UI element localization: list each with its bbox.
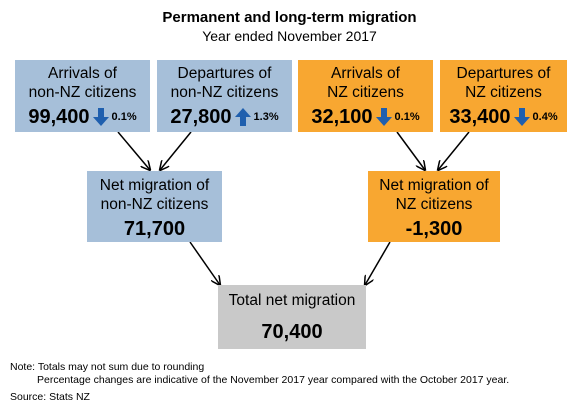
box-value: 71,700 [123, 218, 186, 240]
departures-non-nz-box: Departures of non-NZ citizens 27,800 1.3… [157, 60, 292, 132]
arrow-net-non-nz-to-total [189, 241, 220, 285]
down-arrow-icon [375, 108, 392, 126]
box-label-line2: non-NZ citizens [28, 84, 137, 101]
source-note: Source: Stats NZ [10, 391, 90, 403]
box-value: 32,100 [311, 106, 373, 128]
box-label-line1: Departures of [456, 65, 551, 82]
arrow-departures-nz-to-net [438, 131, 470, 170]
box-label-line1: Net migration of [99, 177, 210, 194]
box-value: 27,800 [170, 106, 232, 128]
footnote-rounding: Note: Totals may not sum due to rounding [10, 361, 205, 373]
arrow-net-nz-to-total [365, 241, 391, 285]
chart-subtitle: Year ended November 2017 [202, 28, 377, 44]
down-arrow-icon [92, 108, 109, 126]
box-label-line1: Arrivals of [48, 65, 117, 82]
up-arrow-icon [234, 108, 251, 126]
departures-nz-box: Departures of NZ citizens 33,400 0.4% [440, 60, 567, 132]
box-pct-change: 1.3% [253, 111, 279, 123]
arrow-departures-non-nz-to-net [160, 131, 192, 170]
box-label-line2: NZ citizens [395, 196, 473, 213]
box-pct-change: 0.4% [532, 111, 558, 123]
arrow-arrivals-non-nz-to-net [117, 131, 150, 170]
total-net-migration-box: Total net migration 70,400 [218, 285, 366, 349]
box-pct-change: 0.1% [111, 111, 137, 123]
box-label-line2: non-NZ citizens [100, 196, 209, 213]
box-value: -1,300 [405, 218, 463, 240]
chart-title: Permanent and long-term migration [162, 9, 417, 26]
box-label-line2: non-NZ citizens [170, 84, 279, 101]
net-migration-non-nz-box: Net migration of non-NZ citizens 71,700 [87, 171, 222, 242]
down-arrow-icon [513, 108, 530, 126]
box-label-line1: Departures of [177, 65, 272, 82]
box-label-line2: NZ citizens [327, 84, 404, 101]
box-label-line2: NZ citizens [465, 84, 542, 101]
arrivals-non-nz-box: Arrivals of non-NZ citizens 99,400 0.1% [15, 60, 150, 132]
box-value: 99,400 [28, 106, 90, 128]
arrow-arrivals-nz-to-net [396, 131, 425, 170]
box-label-line1: Total net migration [228, 292, 356, 309]
arrivals-nz-box: Arrivals of NZ citizens 32,100 0.1% [298, 60, 433, 132]
box-label-line1: Net migration of [379, 177, 489, 194]
net-migration-nz-box: Net migration of NZ citizens -1,300 [368, 171, 500, 242]
footnote-percentage: Percentage changes are indicative of the… [37, 374, 510, 386]
box-label-line1: Arrivals of [331, 65, 400, 82]
box-value: 33,400 [449, 106, 511, 128]
box-pct-change: 0.1% [394, 111, 420, 123]
box-value: 70,400 [261, 321, 323, 343]
